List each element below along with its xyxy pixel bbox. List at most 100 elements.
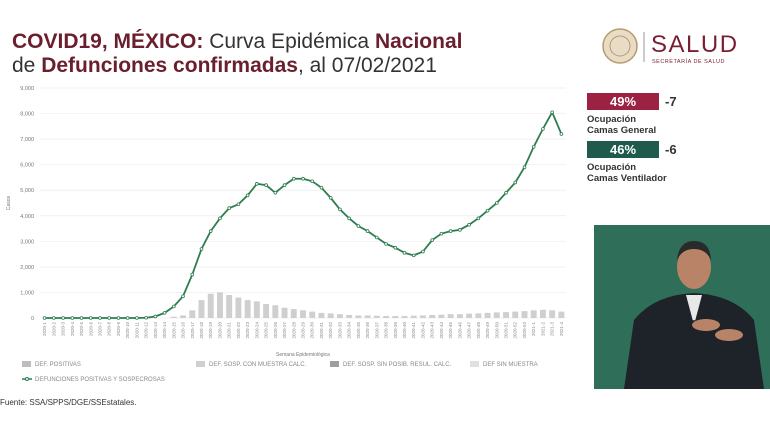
legend-label: DEF. POSITIVAS [35,362,81,368]
line-marker [199,247,204,251]
legend-swatch [196,361,205,367]
bar [189,310,196,318]
line-marker [116,316,121,320]
x-tick-label: 2020-1 [42,322,47,337]
line-marker [559,132,564,136]
bar [327,313,334,318]
x-tick-label: 2020-26 [273,322,278,339]
line-marker [338,207,342,212]
x-tick-label: 2020-53 [522,322,527,339]
y-axis-label: Casos [6,195,12,210]
legend-label: DEF. SOSP. CON MUESTRA CALC. [209,362,307,368]
line-marker [430,238,434,242]
line-marker [541,127,545,131]
line-marker [421,249,425,254]
bar [530,310,537,318]
x-tick-label: 2020-44 [439,322,444,339]
bar [484,312,491,318]
x-tick-label: 2020-36 [365,322,370,339]
y-tick-label: 1,000 [20,290,34,296]
line-marker [172,304,176,309]
line-marker [42,316,47,320]
bar [410,315,417,318]
line-marker [384,242,388,246]
y-tick-label: 3,000 [20,239,34,245]
bar [512,311,519,318]
sign-language-video [594,225,770,389]
title-part: COVID19, MÉXICO: [12,30,204,53]
line-marker [458,228,462,232]
bar [180,315,186,318]
x-tick-label: 2020-43 [430,322,435,339]
line-marker [347,216,351,221]
line-marker [61,316,65,320]
x-tick-label: 2020-19 [208,322,213,339]
x-tick-label: 2020-49 [485,322,490,339]
title-part: Defunciones confirmadas [41,54,298,77]
bar [539,309,546,318]
logo-graphic: SALUD SECRETARÍA DE SALUD [602,28,739,65]
bar [300,310,306,318]
line-marker [513,180,518,185]
x-tick-label: 2020-45 [448,322,453,339]
bar [318,312,325,318]
x-tick-label: 2020-22 [236,322,241,339]
line-marker [264,183,268,187]
y-tick-label: 2,000 [20,265,34,271]
x-tick-label: 2020-35 [356,322,361,339]
x-tick-label: 2020-52 [513,322,518,339]
x-tick-label: 2020-51 [504,322,509,339]
x-tick-label: 2020-47 [467,322,472,339]
line-marker [448,229,453,233]
logo: SALUD SECRETARÍA DE SALUD [600,28,760,73]
indicator-label-line: Ocupación [587,162,637,173]
line-marker [393,245,398,250]
indicator-label: Ocupación Camas General [587,114,697,136]
x-tick-label: 2020-24 [254,322,259,339]
x-tick-label: 2020-50 [494,322,499,339]
logo-seal-inner [609,35,631,57]
indicator-label: Ocupación Camas Ventilador [587,162,697,184]
y-tick-label: 7,000 [20,137,34,143]
x-tick-label: 2020-27 [282,322,287,339]
legend-label: DEF SIN MUESTRA [483,362,538,368]
legend-swatch [22,361,31,367]
x-tick-label: 2020-25 [264,322,269,339]
bar [355,315,362,318]
x-tick-label: 2020-18 [199,322,204,339]
bar [373,315,380,318]
bar [549,310,556,318]
bar [521,311,528,318]
x-tick-label: 2020-7 [97,322,102,337]
line-marker [365,229,370,233]
bar [244,300,251,318]
line-marker [310,179,315,184]
bar [447,314,454,318]
x-tick-label: 2020-11 [134,322,139,339]
indicator-badge: 46% [587,141,659,158]
line-marker [411,253,416,258]
line-marker [208,229,213,233]
bar [401,315,408,318]
line-marker [494,201,499,205]
logo-text: SALUD [651,31,739,58]
title-part: , al 07/02/2021 [297,54,437,77]
bar [364,315,371,318]
x-tick-label: 2020-33 [337,322,342,339]
x-tick-label: 2020-12 [144,322,149,339]
legend-swatch [470,361,479,367]
line-marker [375,235,379,240]
indicator-label-line: Ocupación [587,114,637,125]
line-marker [153,314,158,319]
y-tick-label: 8,000 [20,112,34,118]
interpreter-hand [715,329,743,341]
x-tick-label: 2020-48 [476,322,481,339]
bar [272,305,279,318]
bar [558,311,565,318]
bar [263,303,270,318]
bar [198,300,205,318]
y-tick-label: 4,000 [20,214,34,220]
line-marker [190,272,195,277]
x-tick-label: 2021-2 [540,322,545,337]
line-marker [236,202,241,207]
